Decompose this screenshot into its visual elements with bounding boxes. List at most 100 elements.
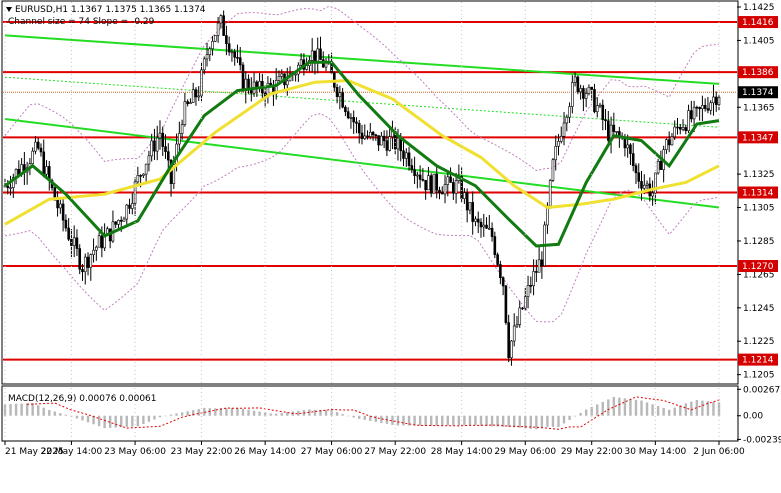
macd-histogram-bar <box>147 415 151 422</box>
moving-averages-layer <box>4 60 720 248</box>
candle-body <box>443 184 447 195</box>
candle-body <box>402 150 405 159</box>
candle-body <box>485 224 488 229</box>
candle-body <box>136 175 140 183</box>
macd-histogram-bar <box>424 415 427 426</box>
candle-body <box>670 136 674 146</box>
candle-body <box>493 236 497 255</box>
candle-body <box>656 160 660 174</box>
candle-body <box>593 89 596 113</box>
candle-body <box>526 285 530 298</box>
macd-layer <box>3 396 721 430</box>
macd-histogram-bar <box>203 408 206 416</box>
macd-histogram-bar <box>479 415 483 426</box>
price-tick-label: 1.1245 <box>743 304 775 314</box>
macd-histogram-bar <box>191 410 195 416</box>
candle-body <box>529 285 533 287</box>
macd-histogram-bar <box>219 408 223 416</box>
candle-body <box>197 95 201 98</box>
candle-body <box>634 165 638 174</box>
macd-histogram-bar <box>180 412 184 416</box>
candle-body <box>67 227 70 240</box>
time-tick-label: 29 May 06:00 <box>494 447 556 457</box>
candle-body <box>673 126 677 138</box>
fast-ma-line <box>4 60 720 248</box>
candle-body <box>238 57 242 66</box>
macd-histogram-bar <box>358 415 361 419</box>
candle-body <box>97 235 101 248</box>
candle-body <box>119 220 123 222</box>
candle-body <box>72 237 76 246</box>
candle-body <box>45 166 48 175</box>
price-tick-label: 1.1205 <box>743 371 775 381</box>
candle-body <box>623 137 627 149</box>
price-tick-label: 1.1305 <box>743 204 775 214</box>
candle-body <box>186 101 189 105</box>
macd-histogram-bar <box>551 415 555 427</box>
level-price-label: 1.1347 <box>742 133 774 143</box>
macd-histogram-bar <box>352 415 355 418</box>
macd-histogram-bar <box>573 415 577 417</box>
candle-body <box>465 192 469 211</box>
candle-body <box>703 105 707 109</box>
candle-body <box>626 144 629 149</box>
candle-body <box>554 146 558 161</box>
candle-body <box>629 144 632 154</box>
macd-tick-label: -0.00239 <box>743 435 781 445</box>
channel-lower-line <box>4 118 720 209</box>
macd-histogram-bar <box>75 415 79 419</box>
candle-body <box>712 96 715 104</box>
time-tick-label: 27 May 22:00 <box>364 447 426 457</box>
candle-body <box>369 131 372 137</box>
macd-tick-label: 0.00267 <box>743 385 780 395</box>
macd-histogram-bar <box>258 411 261 416</box>
candle-body <box>81 269 84 273</box>
price-tick-label: 1.1265 <box>743 270 775 280</box>
candle-body <box>676 126 679 129</box>
candle-body <box>233 51 236 58</box>
macd-histogram-bar <box>468 415 472 426</box>
macd-histogram-bar <box>252 410 256 416</box>
candle-body <box>344 106 347 112</box>
candle-body <box>690 110 693 120</box>
candle-body <box>488 227 491 230</box>
candle-body <box>518 307 522 325</box>
candle-body <box>429 175 433 194</box>
candle-body <box>9 187 12 189</box>
candle-body <box>166 151 170 161</box>
candle-body <box>216 22 220 36</box>
candle-body <box>191 89 195 103</box>
candle-body <box>208 48 212 55</box>
macd-histogram-bar <box>64 414 68 416</box>
candle-body <box>692 106 696 120</box>
macd-histogram-bar <box>429 415 433 426</box>
candle-body <box>432 173 436 194</box>
macd-histogram-bar <box>546 415 549 427</box>
macd-histogram-bar <box>208 408 211 416</box>
macd-histogram-bar <box>3 404 7 416</box>
candle-body <box>31 150 34 164</box>
candle-body <box>490 227 494 237</box>
candle-body <box>374 134 378 137</box>
candle-body <box>158 132 162 139</box>
candle-body <box>410 165 414 171</box>
time-tick-label: 23 May 06:00 <box>104 447 166 457</box>
macd-histogram-bar <box>679 405 682 416</box>
collapse-triangle-icon[interactable] <box>6 7 12 12</box>
candle-body <box>640 181 643 189</box>
macd-histogram-bar <box>513 415 516 428</box>
candle-body <box>637 172 641 182</box>
candle-body <box>659 160 663 170</box>
candle-body <box>645 183 649 186</box>
candle-body <box>598 104 602 107</box>
candle-body <box>476 218 480 223</box>
macd-histogram-bar <box>324 409 328 416</box>
time-tick-label: 2 Jun 06:00 <box>693 447 745 457</box>
macd-histogram-bar <box>341 414 344 416</box>
candle-body <box>678 126 682 130</box>
macd-histogram-bar <box>590 407 593 416</box>
macd-histogram-bar <box>136 415 140 427</box>
level-price-label: 1.1386 <box>742 68 774 78</box>
candle-body <box>377 135 380 146</box>
